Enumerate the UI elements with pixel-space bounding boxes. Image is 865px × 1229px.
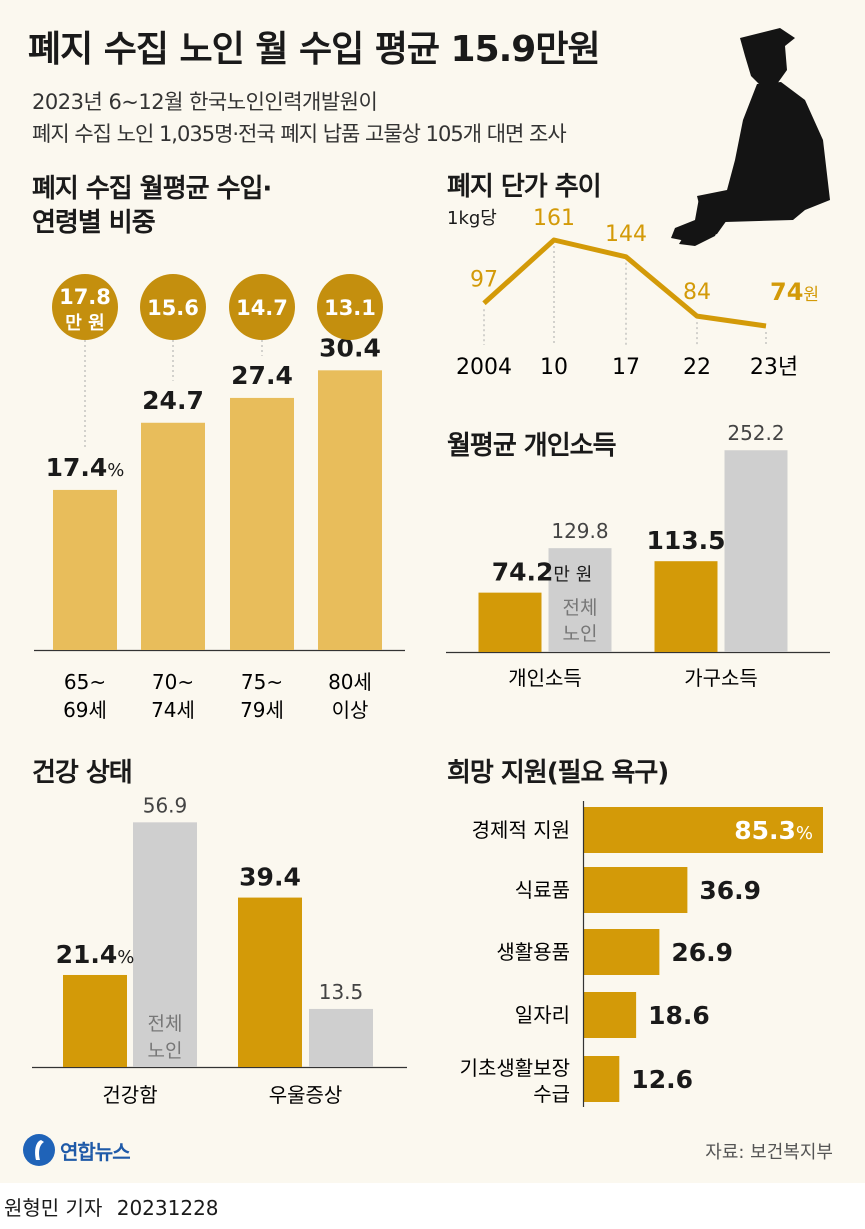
waste-collector-bar [478,592,542,652]
page-title: 폐지 수집 노인 월 수입 평균 15.9만원 [28,29,601,70]
income-circle-value: 14.7 [236,296,288,320]
support-bar [584,929,660,975]
all-elderly-note: 전체 [148,1013,183,1035]
waste-collector-bar [654,561,718,652]
support-bar [584,992,637,1038]
age-category-label: 74세 [151,698,195,722]
waste-collector-bar [238,897,302,1067]
age-share-bar-chart: 17.4% 17.8 만 원 65~ 69세 24.7 15.6 70~ 74세 27.4 14.7… [34,274,405,722]
price-value-label: 74원 [770,278,819,306]
price-x-label: 22 [683,355,711,380]
waste-collector-bar [63,974,127,1067]
health-chart-title: 건강 상태 [32,758,133,788]
income-bar-value-all: 252.2 [727,421,784,445]
support-bar-value: 36.9 [699,876,761,905]
price-x-label: 23년 [750,355,798,380]
health-bar-value: 39.4 [239,863,301,892]
price-chart-unit: 1kg당 [447,208,497,229]
price-x-label: 17 [612,355,640,380]
price-chart-title: 폐지 단가 추이 [447,172,602,202]
income-bar-value: 113.5 [646,526,725,555]
age-bar-value: 17.4% [46,453,125,482]
price-value-label: 161 [533,206,575,231]
all-elderly-note: 노인 [148,1040,183,1062]
age-bar [230,397,294,650]
support-bar [584,807,823,853]
support-bar-value: 26.9 [671,938,733,967]
support-category-label: 식료품 [515,878,570,902]
all-elderly-bar [309,1008,373,1067]
price-value-label: 84 [683,280,711,305]
all-elderly-note: 전체 [563,597,598,619]
income-chart-title: 월평균 개인소득 [447,431,616,461]
elderly-person-silhouette [671,28,830,246]
age-bar [318,370,382,650]
income-circle [317,274,383,340]
income-category-label: 개인소득 [508,666,582,690]
price-value-label: 144 [605,222,647,247]
support-category-label: 경제적 지원 [472,818,570,842]
age-bar-value: 27.4 [231,361,293,390]
health-category-label: 우울증상 [269,1083,343,1107]
support-bar [584,1056,620,1102]
age-category-label: 75~ [241,670,283,694]
health-bar-value: 21.4% [56,940,135,969]
age-chart-title-1: 폐지 수집 월평균 수입· [32,174,272,204]
news-logo: 연합뉴스 [22,1132,131,1168]
income-category-label: 가구소득 [684,666,758,690]
income-circle-value: 13.1 [324,296,376,320]
support-category-label: 일자리 [515,1003,570,1027]
source-text: 자료: 보건복지부 [705,1142,833,1163]
subtitle-line-1: 2023년 6~12월 한국노인인력개발원이 [32,90,378,114]
health-category-label: 건강함 [102,1083,157,1107]
age-category-label: 69세 [63,698,107,722]
income-bar-value-all: 129.8 [551,519,608,543]
support-chart-title: 희망 지원(필요 욕구) [447,758,669,788]
publish-date: 20231228 [116,1196,219,1220]
income-circle [140,274,206,340]
age-category-label: 이상 [332,698,369,722]
support-bar-value: 18.6 [648,1001,710,1030]
age-bar [141,422,205,650]
support-category-label: 수급 [533,1082,570,1106]
income-circle-value: 15.6 [147,296,199,320]
health-bar-value-all: 56.9 [143,793,188,817]
price-trend-line-chart: 97 2004 161 10 144 17 84 22 74원 23년 [456,206,819,380]
all-elderly-note: 노인 [563,623,598,645]
age-category-label: 65~ [64,670,106,694]
price-line [482,237,767,329]
income-circle [229,274,295,340]
all-elderly-bar [724,450,788,652]
support-category-label: 기초생활보장 [460,1056,570,1080]
reporter-name: 원형민 기자 [4,1196,103,1220]
price-value-label: 97 [470,267,498,292]
income-circle-unit: 만 원 [65,313,104,334]
all-elderly-bar [548,548,612,652]
infographic-card: 폐지 수집 노인 월 수입 평균 15.9만원 2023년 6~12월 한국노인… [0,0,865,1183]
age-category-label: 79세 [240,698,284,722]
support-bar [584,867,688,913]
price-x-label: 10 [540,355,568,380]
age-bar-value: 24.7 [142,386,204,415]
subtitle-line-2: 폐지 수집 노인 1,035명·전국 폐지 납품 고물상 105개 대면 조사 [32,122,567,146]
news-logo-text: 연합뉴스 [60,1139,131,1164]
all-elderly-bar [133,822,197,1067]
health-bar-value-all: 13.5 [319,980,364,1004]
price-x-label: 2004 [456,355,512,380]
age-bar [53,489,117,650]
desired-support-hbar-chart: 85.3%경제적 지원36.9식료품26.9생활용품18.6일자리12.6기초생… [460,801,823,1107]
support-bar-value: 12.6 [631,1065,693,1094]
age-category-label: 70~ [152,670,194,694]
news-logo-icon [23,1134,55,1166]
age-chart-title-2: 연령별 비중 [32,208,156,238]
reporter-credit: 원형민 기자 20231228 [4,1192,219,1221]
age-category-label: 80세 [328,670,372,694]
income-circle-value: 17.8 [59,285,111,309]
income-circle [52,274,118,340]
support-category-label: 생활용품 [496,940,570,964]
